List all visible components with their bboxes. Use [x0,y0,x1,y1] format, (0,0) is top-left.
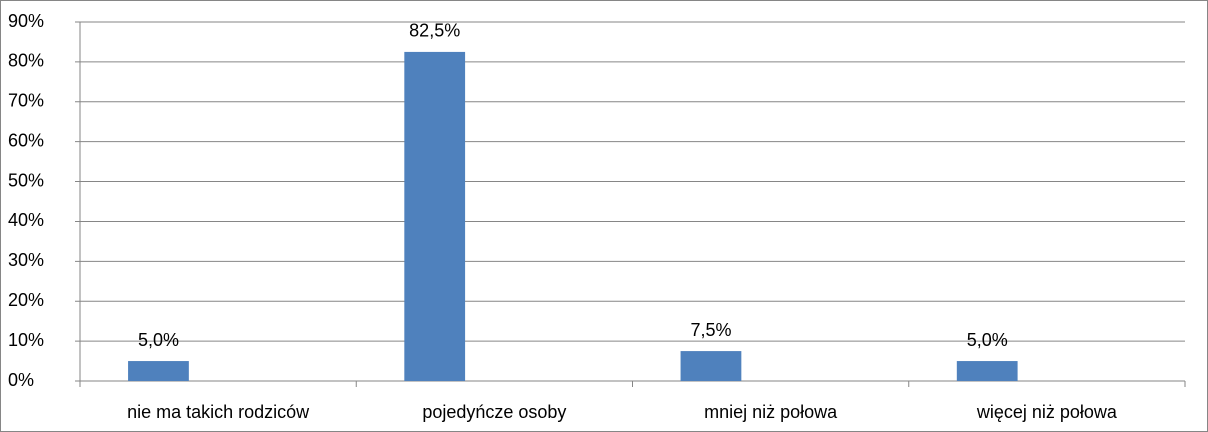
y-tick-label: 80% [8,51,44,71]
y-tick-label: 30% [8,250,44,270]
bar [128,361,189,381]
y-tick-label: 10% [8,330,44,350]
data-label: 5,0% [967,330,1008,350]
data-label: 5,0% [138,330,179,350]
y-tick-label: 20% [8,290,44,310]
x-tick-label: mniej niż połowa [704,402,838,422]
x-tick-label: pojedyńcze osoby [422,402,566,422]
y-tick-label: 90% [8,11,44,31]
data-label: 82,5% [409,21,460,41]
bar [956,361,1018,381]
data-label: 7,5% [690,320,731,340]
x-tick-label: więcej niż połowa [976,402,1118,422]
bar [680,351,742,381]
y-tick-label: 0% [8,370,34,390]
y-tick-label: 50% [8,170,44,190]
y-tick-label: 70% [8,91,44,111]
y-tick-label: 40% [8,210,44,230]
x-tick-label: nie ma takich rodziców [127,402,310,422]
bar [404,51,466,382]
y-tick-label: 60% [8,130,44,150]
